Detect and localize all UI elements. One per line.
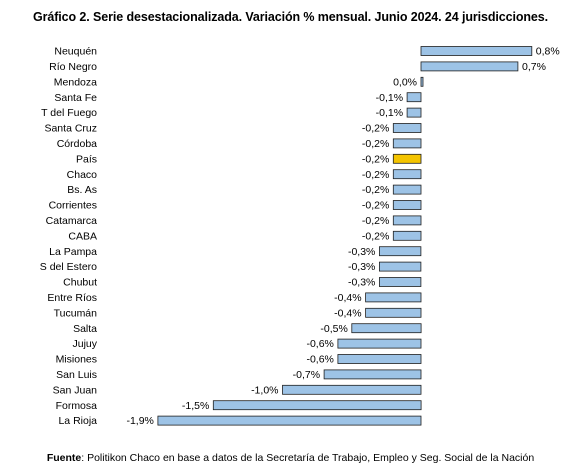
category-label-t-del-fuego: T del Fuego [41,107,97,119]
value-label-mendoza: 0,0% [393,76,417,88]
bar-corrientes [392,200,422,210]
value-label-rio-negro: 0,7% [522,61,546,73]
bar-formosa [212,400,422,411]
value-label-cordoba: -0,2% [362,138,389,150]
value-label-chaco: -0,2% [362,169,389,181]
bar-tucuman [365,307,422,318]
category-label-chubut: Chubut [63,277,97,289]
bar-misiones [337,354,422,364]
bar-bs-as [392,184,422,195]
bar-catamarca [392,215,422,226]
bar-neuquen [420,46,533,56]
bar-entre-rios [365,292,422,303]
category-label-misiones: Misiones [56,354,97,366]
category-label-caba: CABA [68,230,97,242]
value-label-s-del-estero: -0,3% [348,261,375,273]
value-label-chubut: -0,3% [348,277,375,289]
value-label-san-juan: -1,0% [251,384,278,396]
chart-title: Gráfico 2. Serie desestacionalizada. Var… [32,10,549,24]
bar-san-luis [323,369,422,380]
bar-chaco [392,169,422,180]
value-label-tucuman: -0,4% [334,307,361,319]
value-label-pais: -0,2% [362,153,389,165]
category-label-rio-negro: Río Negro [49,61,97,73]
value-label-misiones: -0,6% [306,354,333,366]
bar-rio-negro [420,61,519,72]
bar-pais [392,153,422,164]
category-label-s-del-estero: S del Estero [40,261,97,273]
bar-san-juan [282,384,422,395]
category-label-entre-rios: Entre Ríos [47,292,97,304]
value-label-jujuy: -0,6% [306,338,333,350]
category-label-catamarca: Catamarca [46,215,98,227]
category-label-bs-as: Bs. As [67,184,97,196]
value-label-santa-cruz: -0,2% [362,123,389,135]
value-label-santa-fe: -0,1% [376,92,403,104]
category-label-tucuman: Tucumán [54,307,98,319]
value-label-bs-as: -0,2% [362,184,389,196]
bar-la-rioja [157,415,422,426]
value-label-caba: -0,2% [362,230,389,242]
value-label-san-luis: -0,7% [293,369,320,381]
category-label-jujuy: Jujuy [72,338,97,350]
bar-santa-fe [406,92,422,103]
category-label-la-rioja: La Rioja [58,415,97,427]
value-label-catamarca: -0,2% [362,215,389,227]
bar-t-del-fuego [406,107,422,118]
value-label-formosa: -1,5% [182,400,209,412]
bar-s-del-estero [378,261,422,272]
value-label-t-del-fuego: -0,1% [376,107,403,119]
bar-cordoba [392,138,422,149]
category-label-cordoba: Córdoba [57,138,97,150]
value-label-la-pampa: -0,3% [348,246,375,258]
category-label-santa-cruz: Santa Cruz [44,123,97,135]
category-label-santa-fe: Santa Fe [54,92,97,104]
source-label: Fuente [46,452,82,464]
category-label-chaco: Chaco [67,169,98,181]
bar-santa-cruz [392,123,422,133]
category-label-pais: País [76,153,97,165]
category-label-la-pampa: La Pampa [49,246,97,258]
bar-caba [392,230,422,241]
bar-chubut [378,277,422,287]
value-label-neuquen: 0,8% [536,46,560,58]
value-label-entre-rios: -0,4% [334,292,361,304]
labels-layer: Neuquén 0,8% Río Negro 0,7% Mendoza 0,0% Santa… [40,46,560,428]
category-label-formosa: Formosa [56,400,98,412]
bar-salta [351,323,422,334]
category-label-san-luis: San Luis [56,369,97,381]
category-label-san-juan: San Juan [53,384,98,396]
value-label-salta: -0,5% [320,323,347,335]
value-label-la-rioja: -1,9% [126,415,153,427]
value-label-corrientes: -0,2% [362,200,389,212]
category-label-neuquen: Neuquén [54,46,97,58]
bar-jujuy [337,338,422,349]
category-label-corrientes: Corrientes [49,200,97,212]
bars-layer [157,46,533,426]
category-label-salta: Salta [73,323,97,335]
source-text: : Politikon Chaco en base a datos de la … [81,452,535,464]
source-note: Fuente: Politikon Chaco en base a datos … [0,452,581,464]
bar-mendoza [420,76,424,87]
category-label-mendoza: Mendoza [54,76,97,88]
bar-la-pampa [378,246,422,257]
